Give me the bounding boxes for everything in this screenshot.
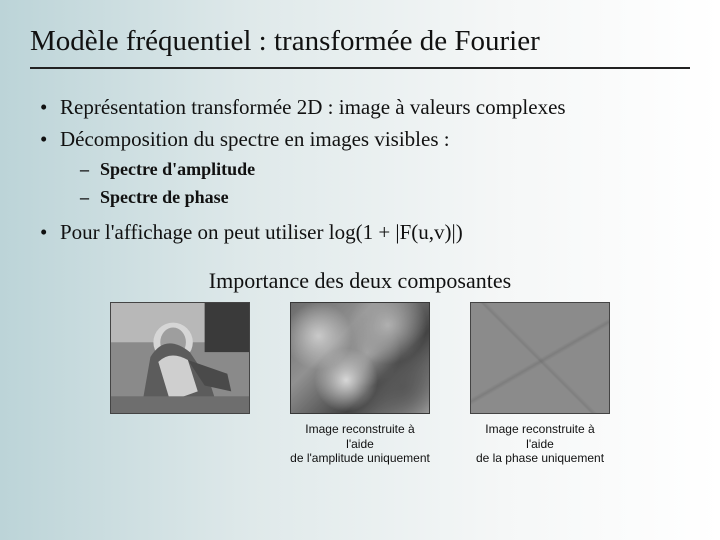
sub-bullet-1: Spectre d'amplitude bbox=[60, 157, 680, 182]
slide: Modèle fréquentiel : transformée de Four… bbox=[0, 0, 720, 540]
sub-bullet-2: Spectre de phase bbox=[60, 185, 680, 210]
bullet-list: Représentation transformée 2D : image à … bbox=[40, 93, 680, 246]
bullet-1: Représentation transformée 2D : image à … bbox=[40, 93, 680, 121]
image-box-3: Image reconstruite à l'aide de la phase … bbox=[470, 302, 610, 465]
images-row: Image reconstruite à l'aide de l'amplitu… bbox=[40, 302, 680, 465]
slide-title: Modèle fréquentiel : transformée de Four… bbox=[0, 0, 720, 65]
bullet-3: Pour l'affichage on peut utiliser log(1 … bbox=[40, 218, 680, 246]
caption-2: Image reconstruite à l'aide de l'amplitu… bbox=[290, 422, 430, 465]
image-original bbox=[110, 302, 250, 414]
caption-3: Image reconstruite à l'aide de la phase … bbox=[470, 422, 610, 465]
bullet-2-text: Décomposition du spectre en images visib… bbox=[60, 127, 450, 151]
image-amplitude bbox=[290, 302, 430, 414]
bullet-2: Décomposition du spectre en images visib… bbox=[40, 125, 680, 210]
image-phase bbox=[470, 302, 610, 414]
slide-content: Représentation transformée 2D : image à … bbox=[0, 69, 720, 466]
image-box-2: Image reconstruite à l'aide de l'amplitu… bbox=[290, 302, 430, 465]
sub-bullet-list: Spectre d'amplitude Spectre de phase bbox=[60, 157, 680, 209]
subtitle: Importance des deux composantes bbox=[40, 268, 680, 294]
image-box-1 bbox=[110, 302, 250, 465]
